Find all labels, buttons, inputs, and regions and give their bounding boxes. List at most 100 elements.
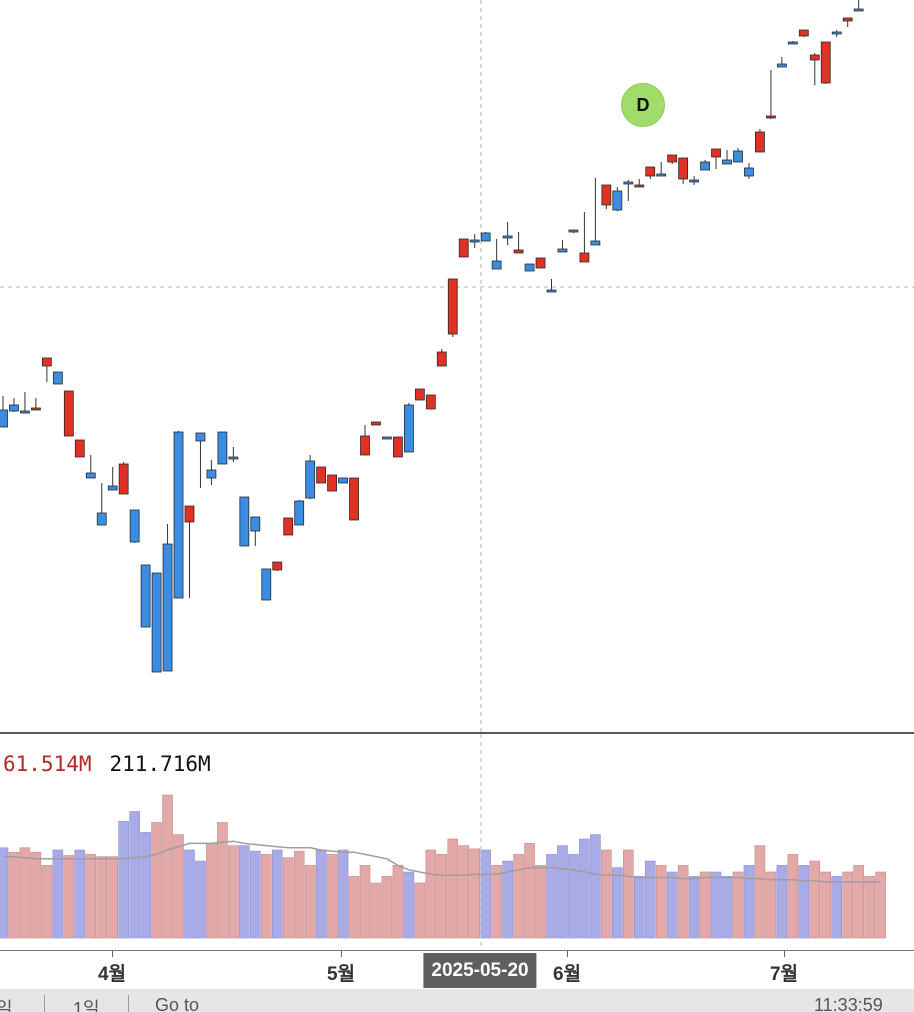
period-button-1d[interactable]: 1일 <box>73 999 100 1012</box>
volume-bar <box>458 845 470 939</box>
candle-body <box>623 181 634 185</box>
volume-bar <box>8 851 20 939</box>
volume-bar <box>820 871 832 939</box>
volume-bar <box>260 854 272 939</box>
volume-bar <box>447 838 459 939</box>
axis-label-april: 4월 <box>97 964 127 985</box>
volume-bar <box>129 811 140 939</box>
candle-body <box>63 390 74 437</box>
candle-body <box>118 463 129 495</box>
volume-bar <box>699 871 711 939</box>
candle-body <box>579 252 590 263</box>
candle-body <box>228 456 239 460</box>
volume-bar <box>535 865 546 939</box>
candle-body <box>206 469 217 479</box>
candle-body <box>678 157 689 180</box>
volume-chart[interactable] <box>0 734 914 950</box>
candle-body <box>0 409 8 428</box>
candle-body <box>766 115 776 119</box>
candle-body <box>557 248 568 253</box>
period-button-day[interactable]: 일 <box>0 999 13 1012</box>
volume-bar <box>184 849 195 939</box>
candle-body <box>20 410 30 414</box>
volume-bar <box>864 876 875 939</box>
go-to-button[interactable]: Go to <box>155 995 200 1012</box>
candle-body <box>129 509 140 543</box>
candle-body <box>195 432 206 442</box>
candle-body <box>480 232 491 242</box>
volume-bar <box>557 845 568 939</box>
volume-bar <box>436 854 448 939</box>
candle-body <box>403 404 414 453</box>
event-marker-d[interactable]: D <box>621 83 665 127</box>
volume-bar <box>721 876 733 939</box>
candle-body <box>9 404 19 412</box>
volume-bar <box>217 822 228 939</box>
volume-bar <box>732 871 744 939</box>
candle-body <box>755 131 765 153</box>
volume-bar <box>107 856 118 939</box>
volume-bar <box>118 821 129 939</box>
volume-bar <box>206 843 217 939</box>
candle-body <box>601 184 612 206</box>
volume-bar <box>96 856 108 939</box>
volume-bar <box>853 865 864 939</box>
candle-body <box>393 436 403 458</box>
volume-bar <box>271 849 283 939</box>
volume-bar <box>491 865 502 939</box>
volume-bar <box>655 865 667 939</box>
candle-body <box>31 407 41 411</box>
candle-body <box>184 505 195 523</box>
candle-body <box>809 54 820 61</box>
candle-body <box>842 17 853 22</box>
volume-bar <box>644 860 656 939</box>
candle-body <box>458 238 469 258</box>
volume-bar <box>359 865 371 939</box>
candle-body <box>733 150 743 163</box>
candle-body <box>491 260 502 270</box>
volume-bar <box>140 832 151 939</box>
volume-bar <box>787 854 799 939</box>
candle-body <box>239 496 250 547</box>
volume-bar <box>546 854 557 939</box>
volume-bar <box>195 860 206 939</box>
volume-bar <box>250 850 261 939</box>
candle-body <box>634 184 645 188</box>
candle-body <box>52 371 63 385</box>
volume-bar <box>875 871 886 939</box>
candle-body <box>41 357 52 367</box>
volume-bar <box>524 843 535 939</box>
time-axis-line <box>0 950 914 951</box>
volume-bar <box>688 876 700 939</box>
volume-bar <box>326 854 338 939</box>
volume-bar <box>590 834 601 939</box>
candle-body <box>711 148 721 158</box>
price-chart[interactable] <box>0 0 914 733</box>
candle-body <box>250 516 261 532</box>
footer-divider <box>128 995 129 1012</box>
candle-body <box>85 472 96 479</box>
candle-body <box>151 572 162 673</box>
volume-value-current: 211.716M <box>109 752 211 776</box>
volume-bar <box>348 876 360 939</box>
volume-bar <box>41 865 53 939</box>
candle-body <box>316 466 327 484</box>
volume-bar <box>568 854 579 939</box>
axis-tick <box>567 951 568 957</box>
volume-bar <box>403 871 415 939</box>
candle-body <box>425 394 436 410</box>
candle-body <box>261 568 272 601</box>
candle-body <box>217 431 228 465</box>
candle-body <box>360 435 370 456</box>
volume-bar <box>469 848 481 939</box>
volume-bar <box>162 794 173 939</box>
candle-body <box>162 543 173 672</box>
candle-body <box>689 179 700 183</box>
volume-bar <box>74 849 86 939</box>
axis-tick <box>341 951 342 957</box>
volume-bar <box>480 849 491 939</box>
pane-separator[interactable] <box>0 732 914 734</box>
candle-body <box>787 41 798 45</box>
volume-bar <box>239 845 250 939</box>
time-axis: 4월 5월 6월 7월 2025-05-20 <box>0 951 914 989</box>
